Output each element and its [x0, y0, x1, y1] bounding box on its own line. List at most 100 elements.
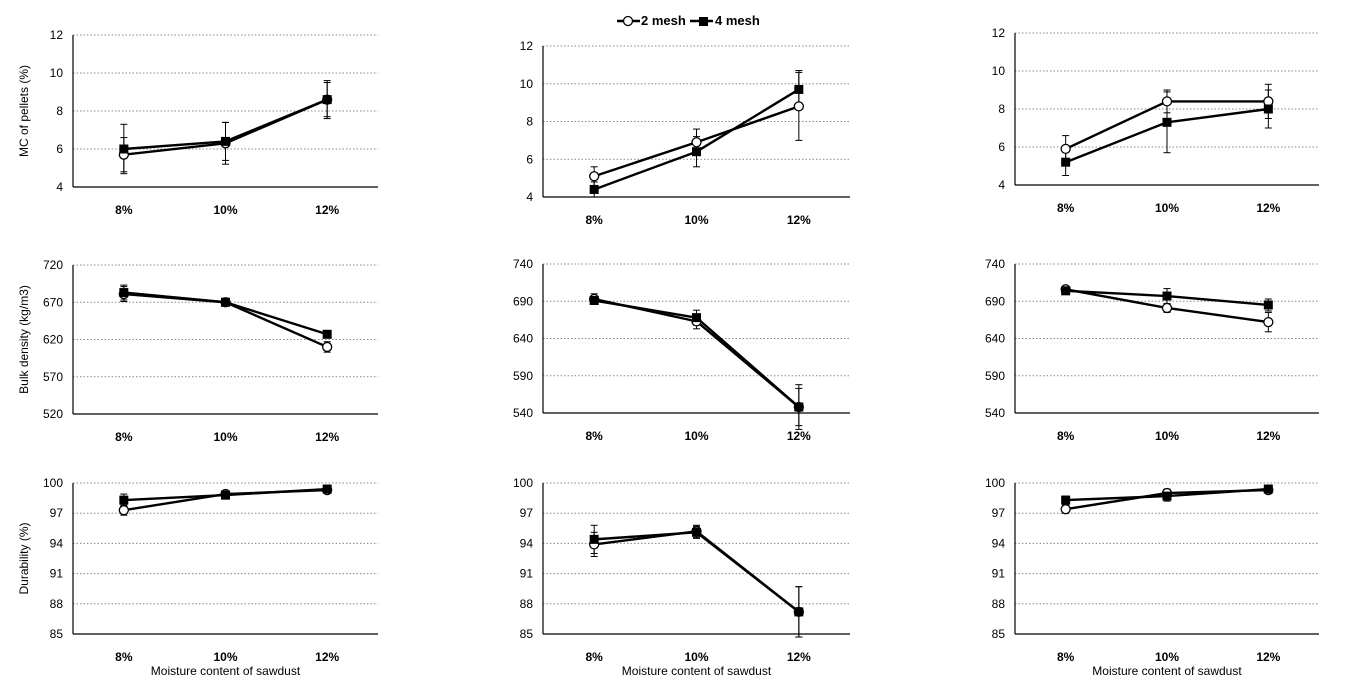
x-tick-label: 10% — [213, 650, 237, 664]
y-tick-label: 520 — [43, 407, 63, 421]
y-tick-label: 540 — [985, 406, 1005, 420]
data-point-4-mesh — [1061, 286, 1071, 296]
y-tick-label: 100 — [43, 476, 63, 490]
data-point-2-mesh — [1060, 504, 1071, 515]
y-axis-title: Durability (%) — [17, 522, 31, 594]
data-point-4-mesh — [119, 288, 129, 298]
x-tick-label: 12% — [787, 650, 811, 664]
data-point-4-mesh — [692, 147, 701, 157]
data-point-2-mesh — [322, 341, 333, 353]
y-tick-label: 88 — [992, 597, 1006, 611]
x-tick-label: 10% — [1155, 650, 1179, 664]
data-point-4-mesh — [221, 297, 230, 307]
y-tick-label: 100 — [985, 476, 1005, 490]
y-tick-label: 690 — [513, 294, 533, 308]
data-point-4-mesh — [322, 484, 332, 494]
y-tick-label: 6 — [526, 152, 533, 166]
data-point-4-mesh — [221, 136, 230, 146]
chart-panel-6: 540 590 640 690 740 8% 10% 12% — [985, 257, 1319, 443]
y-tick-label: 4 — [56, 180, 63, 194]
data-point-2-mesh — [1161, 302, 1173, 314]
chart-panel-2: 4 6 8 10 12 8% 10% 12% — [520, 39, 850, 227]
legend: 2 mesh 4 mesh — [617, 13, 760, 28]
x-tick-label: 10% — [1155, 429, 1179, 443]
y-tick-label: 640 — [513, 332, 533, 346]
x-tick-label: 12% — [315, 650, 339, 664]
data-point-4-mesh — [1162, 491, 1172, 501]
data-point-4-mesh — [1061, 157, 1071, 167]
data-point-4-mesh — [589, 534, 599, 544]
chart-panel-7: 85 88 91 94 97 100 8% 10% 12% Durability (%) Moist… — [17, 476, 378, 678]
y-tick-label: 6 — [56, 142, 63, 156]
y-tick-label: 740 — [985, 257, 1005, 271]
y-tick-label: 12 — [520, 39, 534, 53]
chart-panel-1: 4 6 8 10 12 8% 10% 12% MC of pellets (%) — [17, 28, 378, 217]
chart-panel-4: 520 570 620 670 720 8% 10% 12% Bulk density (kg/… — [17, 258, 378, 444]
data-point-4-mesh — [1263, 484, 1273, 494]
x-tick-label: 8% — [1057, 650, 1075, 664]
data-point-2-mesh — [691, 137, 702, 148]
y-axis-title: MC of pellets (%) — [17, 65, 31, 157]
y-tick-label: 4 — [998, 178, 1005, 192]
x-tick-label: 10% — [684, 650, 708, 664]
x-tick-label: 8% — [115, 650, 133, 664]
data-point-4-mesh — [221, 490, 230, 500]
y-tick-label: 97 — [520, 506, 534, 520]
y-axis-title: Bulk density (kg/m3) — [17, 285, 31, 394]
y-tick-label: 100 — [513, 476, 533, 490]
data-point-2-mesh — [589, 171, 600, 182]
x-tick-label: 12% — [787, 429, 811, 443]
series-line-4-mesh — [594, 531, 800, 613]
x-axis-title: Moisture content of sawdust — [1092, 664, 1242, 678]
y-tick-label: 12 — [992, 26, 1006, 40]
x-tick-label: 10% — [684, 213, 708, 227]
data-point-4-mesh — [1061, 495, 1071, 505]
y-tick-label: 97 — [992, 506, 1006, 520]
x-axis-title: Moisture content of sawdust — [151, 664, 301, 678]
data-point-2-mesh — [1263, 316, 1274, 328]
data-point-4-mesh — [794, 607, 804, 617]
y-tick-label: 740 — [513, 257, 533, 271]
x-tick-label: 8% — [585, 213, 603, 227]
y-tick-label: 690 — [985, 294, 1005, 308]
x-tick-label: 10% — [213, 203, 237, 217]
y-tick-label: 91 — [520, 567, 534, 581]
chart-panel-5: 540 590 640 690 740 8% 10% 12% — [513, 257, 850, 443]
data-point-4-mesh — [119, 144, 129, 154]
data-point-4-mesh — [322, 95, 332, 105]
y-tick-label: 91 — [50, 567, 64, 581]
x-tick-label: 12% — [1256, 650, 1280, 664]
y-tick-label: 94 — [992, 536, 1006, 550]
data-point-4-mesh — [692, 527, 701, 537]
y-tick-label: 4 — [526, 190, 533, 204]
x-tick-label: 8% — [585, 429, 603, 443]
legend-marker-2-mesh — [622, 15, 634, 27]
data-point-4-mesh — [1162, 117, 1172, 127]
y-tick-label: 540 — [513, 406, 533, 420]
y-tick-label: 10 — [520, 77, 534, 91]
data-point-2-mesh — [793, 101, 804, 112]
data-point-4-mesh — [1263, 104, 1273, 114]
data-point-2-mesh — [1060, 143, 1071, 155]
y-tick-label: 10 — [50, 66, 64, 80]
x-tick-label: 8% — [1057, 201, 1075, 215]
data-point-4-mesh — [794, 402, 804, 412]
y-tick-label: 94 — [520, 536, 534, 550]
x-tick-label: 10% — [684, 429, 708, 443]
x-tick-label: 12% — [1256, 429, 1280, 443]
y-tick-label: 8 — [526, 115, 533, 129]
x-tick-label: 8% — [115, 430, 133, 444]
x-tick-label: 12% — [1256, 201, 1280, 215]
y-tick-label: 97 — [50, 506, 64, 520]
chart-panel-3: 4 6 8 10 12 8% 10% 12% — [992, 26, 1319, 215]
data-point-4-mesh — [322, 329, 332, 339]
data-point-4-mesh — [589, 184, 599, 194]
data-point-4-mesh — [589, 296, 599, 306]
y-tick-label: 10 — [992, 64, 1006, 78]
data-point-4-mesh — [119, 495, 129, 505]
x-tick-label: 8% — [115, 203, 133, 217]
y-tick-label: 8 — [56, 104, 63, 118]
y-tick-label: 670 — [43, 295, 63, 309]
y-tick-label: 640 — [985, 332, 1005, 346]
